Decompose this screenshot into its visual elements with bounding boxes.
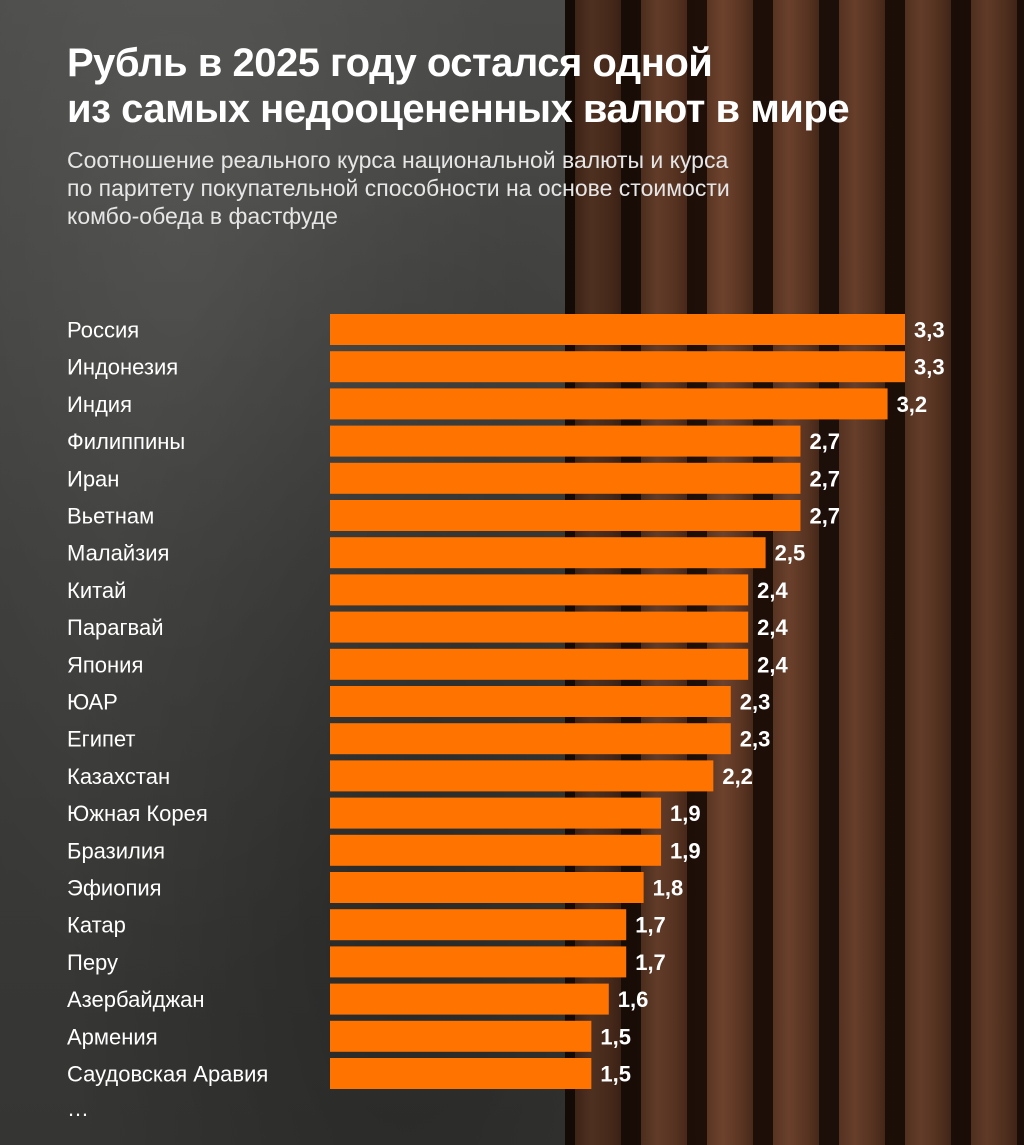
bar-row: Казахстан 2,2 xyxy=(67,760,753,792)
bar xyxy=(330,574,749,606)
bar-row: Вьетнам 2,7 xyxy=(67,500,840,531)
bar-row: Армения 1,5 xyxy=(67,1020,631,1052)
value-label: 1,7 xyxy=(635,950,666,975)
value-label: 3,2 xyxy=(897,392,928,417)
bar xyxy=(330,686,731,717)
value-label: 2,5 xyxy=(775,541,806,566)
bar xyxy=(330,388,888,420)
category-label: Индонезия xyxy=(67,355,178,380)
bar-row: Китай 2,4 xyxy=(67,574,789,606)
category-label: Армения xyxy=(67,1024,158,1049)
value-label: 1,9 xyxy=(670,838,701,863)
bar xyxy=(330,872,644,903)
category-label: Саудовская Аравия xyxy=(67,1062,268,1087)
bar xyxy=(330,946,627,978)
header: Рубль в 2025 году остался одной из самых… xyxy=(67,40,967,230)
chart-title-line-1: Рубль в 2025 году остался одной xyxy=(67,41,713,85)
chart-subtitle-line-2: по паритету покупательной способности на… xyxy=(67,175,730,201)
bar-row: Перу 1,7 xyxy=(67,946,666,978)
category-label: Иран xyxy=(67,466,119,491)
bar-row: Азербайджан 1,6 xyxy=(67,983,649,1015)
category-label: Перу xyxy=(67,950,118,975)
bar-row: Катар 1,7 xyxy=(67,909,666,941)
chart-title: Рубль в 2025 году остался одной из самых… xyxy=(67,40,967,132)
bar-row: Япония 2,4 xyxy=(67,648,789,680)
value-label: 3,3 xyxy=(914,355,945,380)
bar xyxy=(330,425,801,457)
value-label: 1,7 xyxy=(635,913,666,938)
bar-row: Южная Корея 1,9 xyxy=(67,797,701,829)
chart-subtitle: Соотношение реального курса национальной… xyxy=(67,146,897,230)
bar xyxy=(330,314,905,345)
bar xyxy=(330,462,801,494)
value-label: 2,3 xyxy=(740,690,771,715)
value-label: 2,7 xyxy=(809,466,840,491)
category-label: Эфиопия xyxy=(67,876,162,901)
value-label: 1,9 xyxy=(670,801,701,826)
value-label: 1,5 xyxy=(600,1062,631,1087)
value-label: 1,8 xyxy=(653,876,684,901)
value-label: 2,7 xyxy=(809,504,840,529)
bar-row: Бразилия 1,9 xyxy=(67,834,701,866)
bar-row: Индонезия 3,3 xyxy=(67,351,945,383)
value-label: 1,5 xyxy=(600,1024,631,1049)
bar xyxy=(330,1020,592,1052)
bar xyxy=(330,909,627,941)
chart-title-line-2: из самых недооцененных валют в мире xyxy=(67,87,850,131)
category-label: Россия xyxy=(67,318,139,343)
bar-row: Россия 3,3 xyxy=(67,314,945,345)
value-label: 2,7 xyxy=(809,429,840,454)
bar-row: Парагвай 2,4 xyxy=(67,611,789,643)
category-label: Казахстан xyxy=(67,764,170,789)
bar xyxy=(330,723,731,755)
category-label: Малайзия xyxy=(67,541,169,566)
value-label: 2,4 xyxy=(757,652,788,677)
category-label: Бразилия xyxy=(67,838,165,863)
bar-row: Иран 2,7 xyxy=(67,462,840,494)
category-label: Парагвай xyxy=(67,615,164,640)
category-label: Япония xyxy=(67,652,143,677)
chart-subtitle-line-3: комбо-обеда в фастфуде xyxy=(67,203,338,229)
category-label: Филиппины xyxy=(67,429,185,454)
category-label: ЮАР xyxy=(67,690,118,715)
bar xyxy=(330,760,714,792)
value-label: 1,6 xyxy=(618,987,649,1012)
bar xyxy=(330,648,749,680)
bar xyxy=(330,537,766,569)
category-label: Египет xyxy=(67,727,135,752)
wood-slats-background xyxy=(565,0,1024,1145)
bar xyxy=(330,834,662,866)
bar-row: Филиппины 2,7 xyxy=(67,425,840,457)
bar-row: ЮАР 2,3 xyxy=(67,686,770,717)
more-indicator: … xyxy=(67,1096,91,1121)
chart-subtitle-line-1: Соотношение реального курса национальной… xyxy=(67,147,729,173)
bar-row: Эфиопия 1,8 xyxy=(67,872,683,903)
category-label: Китай xyxy=(67,578,126,603)
bar xyxy=(330,611,749,643)
value-label: 2,4 xyxy=(757,615,788,640)
bar-row: Саудовская Аравия 1,5 xyxy=(67,1058,631,1089)
category-label: Вьетнам xyxy=(67,504,154,529)
bar xyxy=(330,351,905,383)
bar xyxy=(330,797,662,829)
value-label: 2,3 xyxy=(740,727,771,752)
category-label: Индия xyxy=(67,392,132,417)
bar-row: Египет 2,3 xyxy=(67,723,771,755)
bar xyxy=(330,1058,592,1089)
value-label: 2,4 xyxy=(757,578,788,603)
bar-row: Индия 3,2 xyxy=(67,388,928,420)
bar xyxy=(330,983,609,1015)
category-label: Азербайджан xyxy=(67,987,205,1012)
bar-row: Малайзия 2,5 xyxy=(67,537,806,569)
category-label: Катар xyxy=(67,913,126,938)
value-label: 3,3 xyxy=(914,318,945,343)
value-label: 2,2 xyxy=(722,764,753,789)
category-label: Южная Корея xyxy=(67,801,208,826)
bar xyxy=(330,500,801,531)
